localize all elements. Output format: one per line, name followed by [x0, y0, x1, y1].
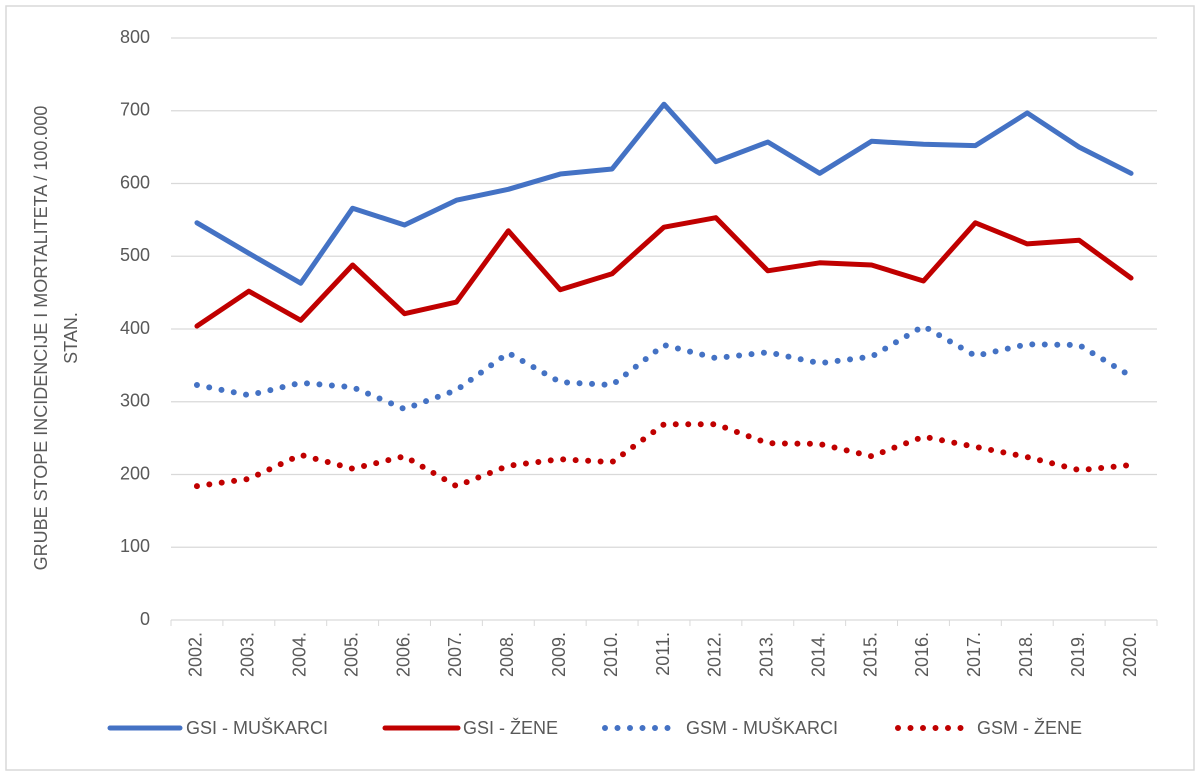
y-tick-label: 700 — [120, 100, 150, 120]
y-tick-label: 600 — [120, 172, 150, 192]
x-tick-label: 2019. — [1068, 632, 1088, 677]
x-tick-label: 2008. — [497, 632, 517, 677]
y-tick-label: 100 — [120, 536, 150, 556]
legend-label: GSM - MUŠKARCI — [686, 717, 838, 738]
data-line — [193, 421, 1135, 490]
legend-label: GSM - ŽENE — [977, 718, 1082, 738]
x-tick-label: 2009. — [549, 632, 569, 677]
x-tick-label: 2017. — [964, 632, 984, 677]
y-tick-label: 500 — [120, 245, 150, 265]
x-tick-label: 2005. — [341, 632, 361, 677]
y-tick-label: 800 — [120, 27, 150, 47]
x-tick-label: 2012. — [705, 632, 725, 677]
y-axis-label: STAN. — [61, 312, 81, 364]
x-tick-label: 2013. — [757, 632, 777, 677]
x-tick-label: 2011. — [653, 632, 673, 676]
x-tick-label: 2014. — [808, 632, 828, 677]
x-tick-label: 2002. — [186, 632, 206, 677]
data-line — [193, 322, 1135, 413]
data-line — [194, 101, 1134, 286]
x-tick-label: 2006. — [393, 632, 413, 677]
y-tick-label: 200 — [120, 463, 150, 483]
x-tick-label: 2007. — [445, 632, 465, 677]
x-tick-label: 2015. — [860, 632, 880, 677]
y-tick-label: 0 — [140, 609, 150, 629]
y-tick-label: 400 — [120, 318, 150, 338]
legend-label: GSI - ŽENE — [463, 718, 558, 738]
x-tick-label: 2020. — [1120, 632, 1140, 677]
x-tick-label: 2018. — [1016, 632, 1036, 677]
legend-label: GSI - MUŠKARCI — [186, 717, 328, 738]
y-axis-label: GRUBE STOPE INCIDENCIJE I MORTALITETA / … — [31, 106, 51, 571]
data-line — [194, 215, 1134, 329]
x-tick-label: 2003. — [238, 632, 258, 677]
x-tick-label: 2010. — [601, 632, 621, 677]
x-tick-label: 2004. — [289, 632, 309, 677]
x-tick-label: 2016. — [912, 632, 932, 677]
y-tick-label: 300 — [120, 391, 150, 411]
